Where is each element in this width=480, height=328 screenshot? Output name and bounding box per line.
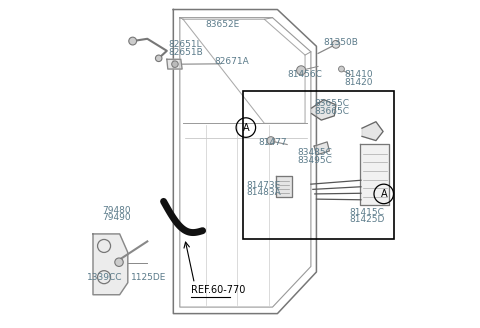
Circle shape (156, 55, 162, 62)
Circle shape (115, 258, 123, 266)
Polygon shape (360, 145, 389, 205)
Circle shape (129, 37, 137, 45)
Text: A: A (381, 189, 387, 199)
Text: 82651B: 82651B (168, 48, 203, 57)
Bar (242, 91, 395, 239)
Polygon shape (93, 234, 128, 295)
Text: 83652E: 83652E (206, 20, 240, 29)
Text: 81410: 81410 (344, 70, 372, 79)
Text: 1339CC: 1339CC (87, 273, 123, 282)
Text: 81456C: 81456C (287, 70, 322, 79)
Circle shape (267, 137, 275, 145)
Circle shape (332, 40, 340, 48)
Text: 81415C: 81415C (349, 208, 384, 216)
Text: 82671A: 82671A (214, 57, 249, 66)
Circle shape (338, 66, 344, 72)
Polygon shape (312, 100, 336, 120)
Text: 81350B: 81350B (323, 37, 358, 47)
Circle shape (172, 61, 178, 68)
Text: 81483A: 81483A (247, 188, 281, 197)
Polygon shape (276, 176, 292, 197)
Text: 83485C: 83485C (297, 148, 332, 157)
Text: 81477: 81477 (258, 138, 287, 147)
Polygon shape (314, 142, 329, 155)
Text: 83665C: 83665C (315, 107, 350, 116)
Text: REF.60-770: REF.60-770 (191, 285, 246, 295)
Text: 83495C: 83495C (297, 155, 332, 165)
Text: A: A (242, 123, 249, 133)
Text: 81473E: 81473E (247, 181, 281, 190)
Text: 1125DE: 1125DE (131, 273, 167, 282)
Polygon shape (167, 59, 182, 69)
Polygon shape (362, 122, 383, 141)
Text: 83655C: 83655C (315, 99, 350, 108)
Text: 82651L: 82651L (168, 40, 202, 49)
Text: 81420: 81420 (344, 77, 372, 87)
Text: 79480: 79480 (102, 206, 131, 215)
Circle shape (297, 66, 306, 75)
Text: 79490: 79490 (102, 213, 131, 222)
Text: 81425D: 81425D (349, 215, 384, 224)
